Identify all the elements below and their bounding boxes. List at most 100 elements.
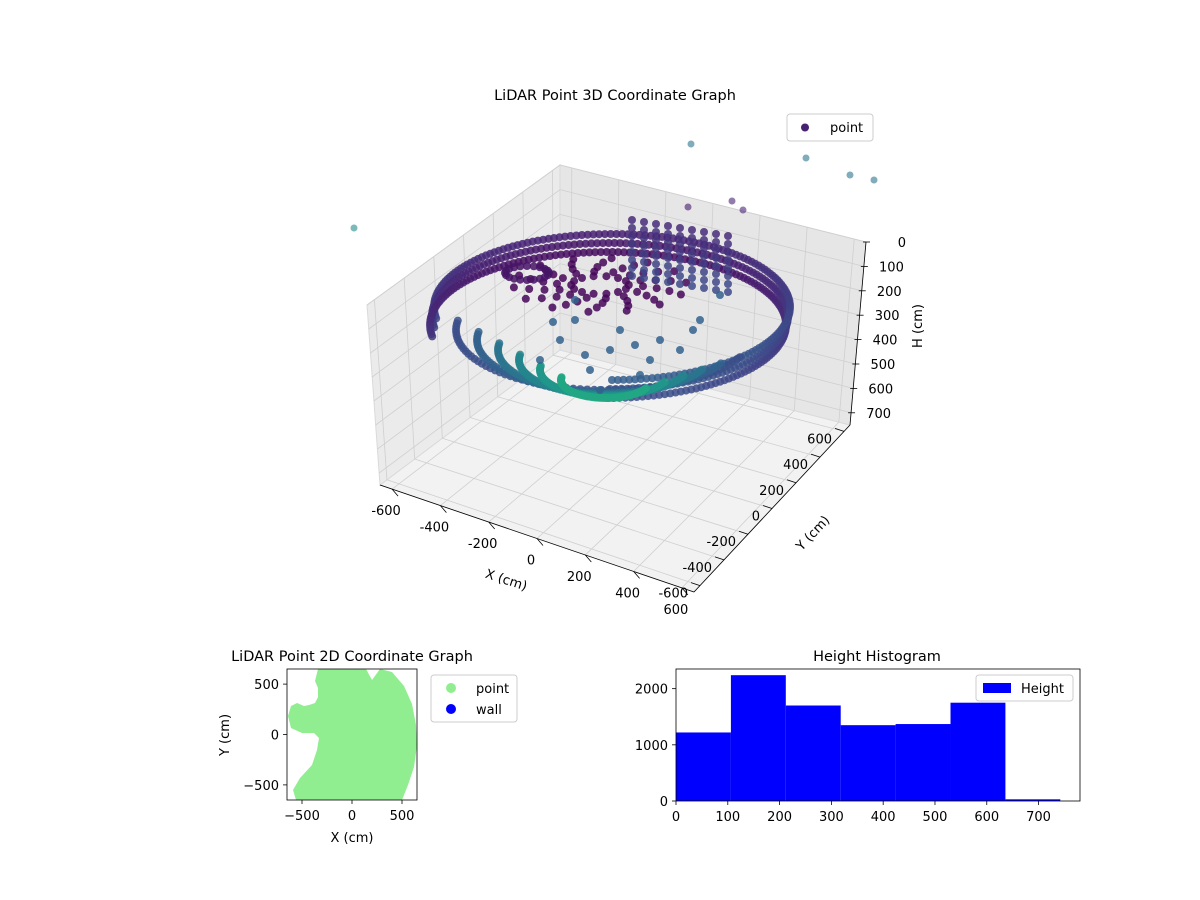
- point-marker: [614, 274, 622, 282]
- z-tick-label-3d: 200: [877, 285, 902, 300]
- point-marker: [724, 240, 732, 248]
- chart-3d-title: LiDAR Point 3D Coordinate Graph: [494, 88, 736, 104]
- point-marker: [712, 262, 720, 270]
- point-marker: [646, 356, 654, 364]
- grid-line-y: [497, 396, 797, 484]
- point-marker: [676, 346, 684, 354]
- point-marker: [536, 356, 544, 364]
- point-marker: [664, 230, 672, 238]
- point-marker: [602, 272, 611, 281]
- x-tick-3d: [440, 505, 447, 513]
- legend-3d[interactable]: point: [786, 113, 874, 142]
- point-marker: [640, 266, 648, 274]
- histogram-title: Height Histogram: [813, 649, 941, 665]
- point-marker: [712, 230, 720, 238]
- point-marker: [474, 327, 483, 336]
- point-marker: [688, 258, 696, 266]
- point-marker: [610, 239, 619, 247]
- y-tick-label-2d: 0: [271, 729, 279, 744]
- point-marker: [664, 222, 672, 230]
- outlier-point-marker: [846, 171, 854, 179]
- histogram-bars: [676, 675, 1061, 801]
- point-marker: [640, 250, 648, 258]
- point-marker: [583, 230, 592, 239]
- point-marker: [724, 248, 732, 256]
- legend-2d-label-wall: wall: [476, 703, 502, 718]
- point-marker: [525, 285, 534, 293]
- grid-line-z: [368, 189, 561, 330]
- histogram-frame: [675, 668, 1081, 802]
- x-tick-3d: [488, 521, 495, 530]
- point-marker: [593, 239, 602, 248]
- point-marker: [700, 284, 708, 292]
- point-marker: [640, 226, 648, 234]
- grid-line-y: [442, 437, 749, 535]
- point-marker: [688, 266, 696, 274]
- point-marker: [509, 283, 518, 292]
- y-tick-label-3d: 600: [807, 432, 832, 447]
- legend-histogram[interactable]: Height: [975, 674, 1074, 702]
- point-marker: [724, 264, 732, 272]
- point-marker: [652, 244, 660, 252]
- point-marker: [593, 263, 602, 271]
- point-marker: [640, 218, 648, 226]
- point-marker: [549, 318, 557, 326]
- point-marker: [566, 290, 575, 299]
- point-marker: [616, 326, 624, 334]
- point-marker: [724, 272, 732, 280]
- point-marker: [700, 236, 708, 244]
- histogram-bar: [1005, 799, 1061, 801]
- point-marker: [558, 274, 567, 283]
- point-marker: [523, 262, 531, 270]
- point-marker: [636, 371, 644, 379]
- legend-histogram-swatch: [983, 683, 1011, 693]
- y-tick-3d: [738, 530, 749, 535]
- grid-line-x: [704, 203, 714, 388]
- grid-line-z: [559, 287, 856, 365]
- point-marker: [640, 258, 648, 266]
- point-marker: [676, 224, 684, 232]
- point-marker: [631, 341, 639, 349]
- x-tick-label-3d: -200: [468, 537, 498, 552]
- point-marker: [589, 230, 598, 239]
- chart-2d-plot-area: [288, 669, 417, 800]
- x-tick-3d: [391, 488, 399, 497]
- y-tick-label-histogram: 1000: [635, 739, 668, 754]
- outlier-point-marker: [684, 203, 692, 211]
- point-marker: [724, 232, 732, 240]
- point-marker: [676, 256, 684, 264]
- point-marker: [620, 248, 628, 257]
- z-tick-label-3d: 600: [868, 382, 893, 397]
- point-marker: [640, 242, 648, 250]
- chart-3d: LiDAR Point 3D Coordinate Graph -600 -400…: [350, 88, 926, 618]
- grid-line-y: [552, 354, 845, 432]
- point-marker: [529, 275, 538, 284]
- grid-line-y: [522, 191, 526, 376]
- point-marker: [548, 303, 557, 312]
- x-tick-label-3d: 200: [567, 570, 592, 585]
- ticks-3d: -600-400-2000200400600-600-400-200020040…: [371, 236, 906, 618]
- y-tick-3d: [810, 453, 821, 458]
- point-marker: [608, 376, 616, 384]
- chart-histogram: Height Histogram 0 100 200 300 400 500 600 7000…: [635, 649, 1081, 825]
- point-marker: [607, 254, 616, 263]
- grid-line-z: [559, 312, 854, 389]
- point-marker: [581, 239, 590, 248]
- point-marker: [529, 262, 538, 271]
- point-marker: [652, 276, 660, 284]
- z-tick-label-3d: 500: [871, 358, 896, 373]
- legend-2d[interactable]: point wall: [430, 674, 518, 723]
- point-cloud-3d: [350, 140, 878, 402]
- point-marker: [664, 278, 672, 286]
- pane-group: [366, 164, 867, 593]
- point-marker: [676, 248, 684, 256]
- point-marker: [712, 278, 720, 286]
- ticks-histogram: 0 100 200 300 400 500 600 700 0 1000 2000: [635, 683, 1051, 825]
- x-tick-label-2d: 500: [390, 809, 415, 824]
- histogram-bar: [895, 724, 951, 801]
- x-tick-label-histogram: 600: [974, 810, 999, 825]
- point-marker: [621, 284, 630, 293]
- point-marker: [598, 299, 607, 307]
- point-marker: [581, 351, 589, 359]
- point-marker: [688, 282, 696, 290]
